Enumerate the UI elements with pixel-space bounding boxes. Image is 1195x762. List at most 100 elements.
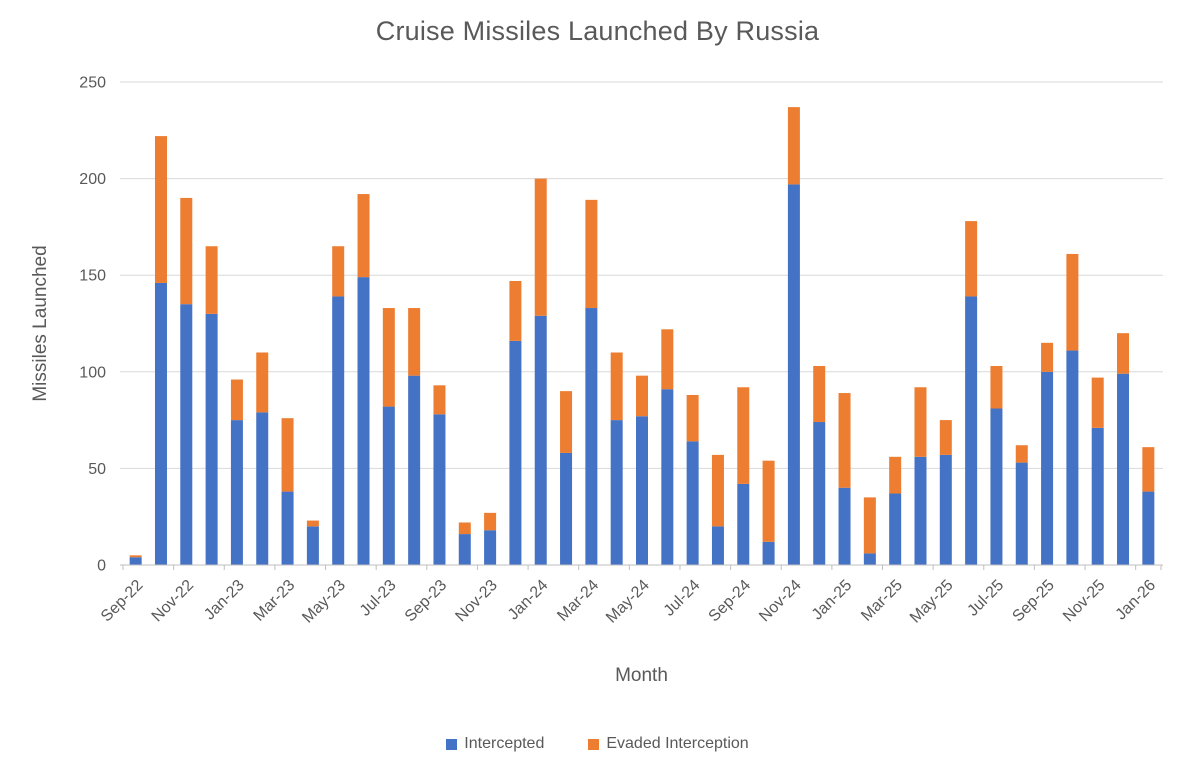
legend-label: Evaded Interception	[606, 735, 749, 752]
bar-segment	[585, 308, 598, 565]
bar-segment	[154, 282, 167, 565]
bar-segment	[1142, 447, 1155, 492]
bar-segment	[838, 393, 851, 488]
bar-segment	[382, 308, 395, 407]
bar-segment	[534, 178, 547, 316]
bar-segment	[990, 366, 1003, 409]
bar-segment	[560, 452, 573, 565]
svg-text:Sep-25: Sep-25	[1009, 577, 1058, 626]
svg-text:Nov-22: Nov-22	[149, 577, 198, 626]
bar-segment	[560, 391, 573, 453]
legend-item-evaded: Evaded Interception	[588, 735, 749, 753]
gridlines	[120, 81, 1163, 469]
bar-segment	[332, 296, 345, 565]
bar-segment	[889, 493, 902, 565]
bar-segment	[484, 530, 497, 565]
bar-segment	[762, 541, 775, 565]
evaded-swatch-icon	[588, 738, 600, 750]
bar-segment	[636, 416, 648, 565]
bar-segment	[256, 412, 269, 565]
svg-text:Sep-23: Sep-23	[402, 577, 451, 626]
svg-text:Jul-23: Jul-23	[357, 577, 400, 620]
legend-item-intercepted: Intercepted	[446, 735, 544, 753]
bar-segment	[863, 497, 876, 554]
bar-series	[129, 107, 1155, 565]
bar-segment	[914, 456, 927, 565]
bar-segment	[154, 136, 167, 283]
bar-segment	[433, 385, 446, 415]
bar-segment	[205, 313, 218, 565]
bar-segment	[1142, 491, 1155, 565]
bar-segment	[939, 454, 952, 565]
svg-text:Mar-25: Mar-25	[858, 577, 906, 625]
bar-segment	[711, 526, 724, 565]
bar-segment	[357, 277, 370, 565]
bar-segment	[306, 526, 319, 565]
bar-segment	[180, 304, 193, 565]
svg-text:Jan-25: Jan-25	[809, 577, 856, 624]
svg-text:250: 250	[79, 75, 106, 92]
svg-text:May-23: May-23	[299, 577, 349, 627]
bar-segment	[838, 487, 851, 565]
bar-segment	[813, 366, 826, 423]
svg-text:Jul-24: Jul-24	[661, 577, 704, 620]
bar-segment	[1015, 445, 1028, 463]
bar-segment	[863, 553, 876, 565]
svg-text:Jul-25: Jul-25	[964, 577, 1007, 620]
bar-segment	[990, 408, 1003, 565]
bar-segment	[661, 329, 674, 390]
bar-segment	[382, 406, 395, 565]
bar-segment	[787, 184, 800, 565]
bar-segment	[458, 534, 471, 565]
svg-text:Sep-24: Sep-24	[706, 577, 755, 626]
bar-segment	[661, 389, 674, 565]
bar-segment	[1117, 373, 1130, 565]
intercepted-swatch-icon	[446, 738, 458, 750]
chart-legend: Intercepted Evaded Interception	[0, 731, 1195, 757]
bar-segment	[762, 460, 775, 542]
svg-text:Jan-24: Jan-24	[505, 577, 552, 624]
bar-segment	[1041, 371, 1054, 565]
svg-text:Nov-23: Nov-23	[452, 577, 501, 626]
bar-segment	[256, 352, 269, 413]
bar-segment	[1015, 462, 1028, 565]
bar-segment	[737, 483, 750, 565]
svg-text:Mar-24: Mar-24	[554, 577, 602, 625]
x-tick-labels: Sep-22 Nov-22 Jan-23 Mar-23 May-23 Jul-23 Sep-…	[98, 577, 1159, 627]
bar-segment	[686, 394, 699, 442]
bar-segment	[686, 441, 699, 565]
bar-segment	[1117, 333, 1130, 374]
svg-text:0: 0	[97, 558, 106, 575]
bar-segment	[534, 315, 547, 565]
bar-segment	[281, 491, 294, 565]
bar-segment	[357, 194, 370, 278]
svg-text:Jan-26: Jan-26	[1113, 577, 1160, 624]
bar-segment	[433, 414, 446, 565]
bar-segment	[509, 281, 522, 341]
chart-title: Cruise Missiles Launched By Russia	[375, 16, 820, 46]
bar-segment	[1091, 377, 1104, 428]
svg-text:Sep-22: Sep-22	[98, 577, 147, 626]
bar-segment	[129, 557, 142, 565]
bar-segment	[711, 454, 724, 527]
bar-segment	[965, 296, 978, 565]
bar-segment	[1091, 427, 1104, 565]
bar-segment	[408, 308, 421, 376]
bar-segment	[585, 199, 598, 309]
bar-segment	[939, 420, 952, 455]
svg-text:200: 200	[79, 171, 106, 188]
bar-segment	[509, 340, 522, 565]
x-axis-title: Month	[615, 665, 668, 686]
bar-segment	[610, 420, 623, 565]
bar-segment	[636, 375, 648, 417]
bar-segment	[610, 352, 623, 421]
bar-segment	[458, 522, 471, 535]
bar-segment	[230, 420, 243, 565]
svg-text:Nov-24: Nov-24	[756, 577, 805, 626]
legend-label: Intercepted	[464, 735, 545, 752]
svg-text:Jan-23: Jan-23	[201, 577, 248, 624]
bar-segment	[281, 418, 294, 492]
svg-text:50: 50	[88, 461, 106, 478]
